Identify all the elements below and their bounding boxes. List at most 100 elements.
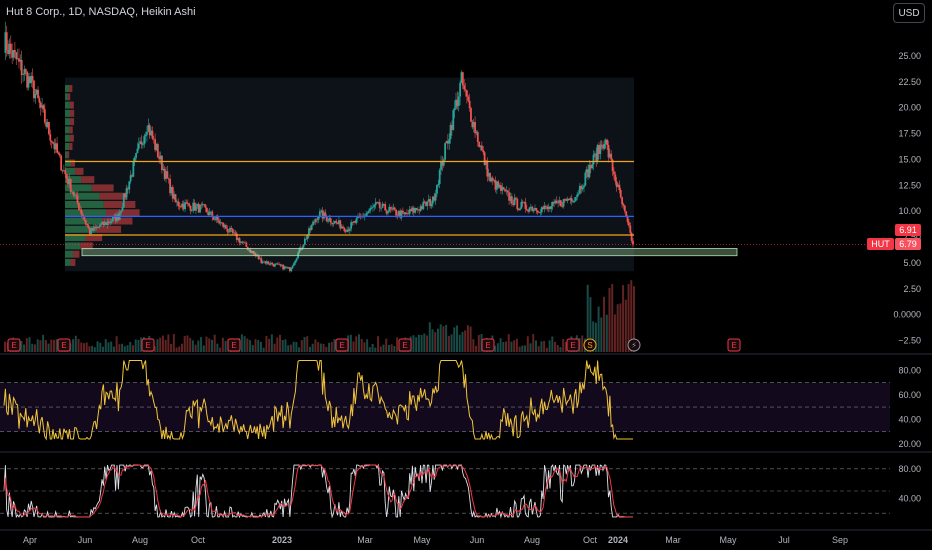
candle-body (317, 215, 320, 220)
y-tick-label: 25.00 (898, 51, 921, 61)
volume-bar (118, 344, 121, 352)
candle-body (241, 241, 244, 243)
candle-body (316, 219, 319, 221)
candle-body (107, 221, 110, 223)
volume-bar (25, 338, 28, 352)
candle-body (542, 207, 545, 209)
volume-bar (472, 339, 475, 352)
volume-bar (450, 334, 453, 352)
candle-body (568, 199, 570, 201)
volume-bar (551, 336, 554, 352)
candle-body (498, 185, 501, 188)
volume-bar (210, 339, 213, 352)
candle-body (513, 197, 516, 205)
candle-body (628, 222, 630, 226)
volume-profile-bar (65, 93, 68, 101)
volume-profile-bar (67, 93, 71, 101)
candle-body (141, 144, 144, 146)
candle-body (351, 222, 354, 223)
volume-bar (581, 335, 584, 352)
volume-bar (554, 341, 557, 352)
currency-button[interactable]: USD (893, 3, 925, 23)
candle-body (528, 207, 531, 212)
candle-body (211, 211, 214, 218)
volume-bar (55, 339, 58, 352)
candle-body (279, 264, 282, 266)
volume-bar (420, 334, 423, 352)
volume-bar (592, 321, 595, 352)
volume-bar (77, 338, 80, 352)
candle-body (466, 90, 468, 97)
volume-profile-bar (67, 151, 70, 159)
candle-body (622, 204, 625, 206)
volume-bar (88, 346, 91, 352)
candle-body (248, 249, 250, 251)
candle-body (525, 208, 528, 210)
x-tick-label: Jul (778, 535, 790, 545)
candle-body (618, 184, 621, 191)
volume-bar (360, 338, 363, 352)
volume-bar (23, 344, 26, 352)
volume-bar (366, 339, 369, 352)
candle-body (446, 141, 449, 144)
volume-bar (499, 338, 502, 352)
candle-body (598, 145, 600, 154)
volume-profile-bar (69, 126, 73, 134)
volume-bar (564, 341, 567, 352)
candle-body (53, 143, 56, 150)
candle-body (95, 227, 98, 228)
candle-body (161, 155, 163, 171)
candle-body (91, 228, 94, 231)
volume-profile-bar (65, 85, 70, 93)
volume-bar (175, 347, 178, 352)
volume-bar (251, 344, 254, 352)
candle-body (193, 202, 196, 211)
candle-body (143, 136, 146, 145)
earnings-marker-icon (335, 338, 349, 352)
volume-bar (545, 347, 548, 352)
volume-profile-bar (65, 118, 71, 126)
candle-body (227, 231, 230, 233)
volume-bar (371, 343, 374, 352)
candle-body (30, 75, 33, 84)
volume-bar (311, 343, 314, 352)
candle-body (572, 201, 574, 203)
candle-body (212, 217, 215, 220)
candle-body (200, 204, 203, 206)
candle-body (61, 170, 64, 172)
volume-bar (412, 335, 415, 352)
volume-bar (140, 337, 143, 352)
candle-body (486, 160, 489, 177)
volume-bar (608, 287, 611, 352)
volume-profile-bar (70, 118, 75, 126)
candle-body (519, 208, 521, 211)
candle-body (623, 205, 626, 212)
candle-body (220, 222, 223, 224)
volume-bar (170, 343, 173, 352)
candle-body (195, 205, 197, 211)
y-tick-label: 0.0000 (893, 310, 921, 320)
candle-body (239, 241, 242, 243)
volume-bar (562, 339, 565, 352)
candle-body (549, 206, 551, 209)
candle-body (580, 185, 583, 190)
volume-bar (186, 335, 189, 352)
volume-profile-bar (99, 192, 128, 200)
volume-bar (603, 296, 606, 352)
volume-profile-bar (69, 85, 73, 93)
candle-body (579, 185, 581, 194)
candle-body (38, 98, 41, 103)
candle-body (546, 206, 549, 210)
dividend-marker-icon-label: ⚡ (631, 341, 637, 350)
candle-body (463, 85, 466, 90)
volume-bar (496, 343, 499, 352)
volume-bar (259, 341, 262, 352)
volume-bar (131, 345, 134, 352)
volume-bar (428, 322, 431, 352)
candle-body (396, 215, 399, 217)
candle-body (444, 143, 447, 160)
volume-bar (72, 339, 75, 352)
symbol-price-tag: HUT (867, 238, 894, 250)
candle-body (152, 138, 155, 140)
